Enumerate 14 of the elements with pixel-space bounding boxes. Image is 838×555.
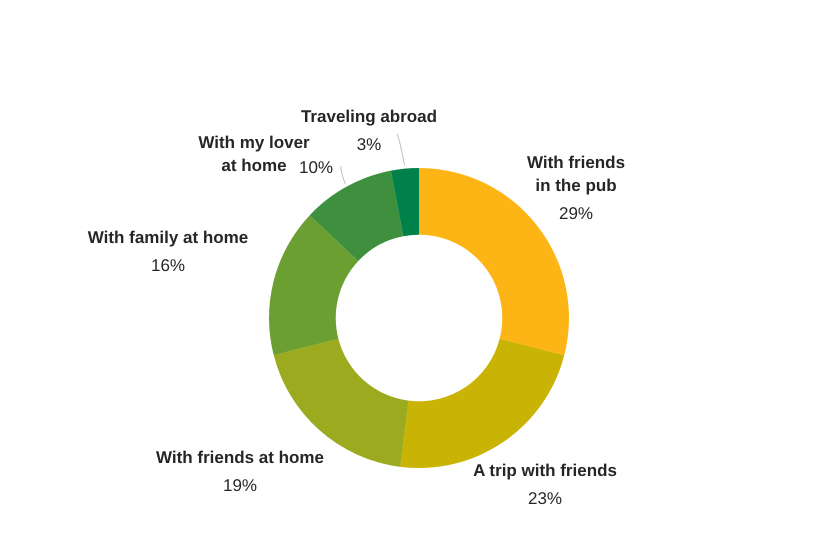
donut-slice [390, 168, 419, 236]
slice-label: With friends in the pub [526, 153, 626, 195]
slice-label: With friends at home [156, 448, 324, 467]
donut-slice [269, 215, 358, 356]
data-label: 10% [298, 158, 334, 177]
slice-label: With family at home [88, 228, 248, 247]
data-label: 29% [558, 204, 594, 223]
donut-slice [274, 338, 409, 467]
data-label: 23% [528, 489, 562, 508]
slice-label: A trip with friends [473, 461, 617, 480]
data-label: 19% [222, 476, 258, 495]
data-label: 16% [150, 256, 186, 275]
data-label: 3% [356, 135, 382, 154]
slice-label: Traveling abroad [300, 107, 438, 126]
